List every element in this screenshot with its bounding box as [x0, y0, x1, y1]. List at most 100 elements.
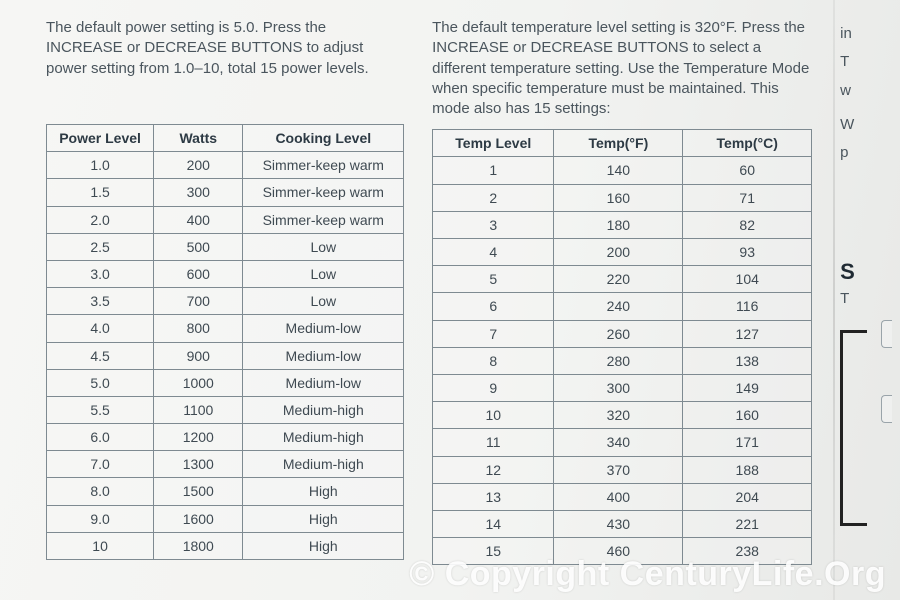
table-cell: Simmer-keep warm	[243, 152, 404, 179]
table-cell: 5.0	[47, 369, 154, 396]
table-cell: 3	[433, 211, 554, 238]
table-cell: 12	[433, 456, 554, 483]
table-cell: 220	[554, 266, 683, 293]
cutoff-box	[840, 330, 867, 526]
table-cell: Medium-high	[243, 451, 404, 478]
table-cell: 104	[683, 266, 812, 293]
table-row: 1.0200Simmer-keep warm	[47, 152, 404, 179]
col-cooking-level: Cooking Level	[243, 125, 404, 152]
table-cell: 221	[683, 510, 812, 537]
table-cell: 7.0	[47, 451, 154, 478]
table-cell: 2.0	[47, 206, 154, 233]
table-cell: 4.0	[47, 315, 154, 342]
table-cell: 1000	[154, 369, 243, 396]
table-cell: High	[243, 532, 404, 559]
table-row: 3.0600Low	[47, 260, 404, 287]
temp-table: Temp Level Temp(°F) Temp(°C) 11406021607…	[432, 129, 812, 565]
table-cell: 140	[554, 157, 683, 184]
table-row: 420093	[433, 239, 812, 266]
power-intro: The default power setting is 5.0. Press …	[46, 18, 404, 114]
table-row: 13400204	[433, 483, 812, 510]
table-cell: Simmer-keep warm	[243, 206, 404, 233]
table-row: 9.01600High	[47, 505, 404, 532]
table-row: 14430221	[433, 510, 812, 537]
table-row: 2.0400Simmer-keep warm	[47, 206, 404, 233]
table-cell: 6	[433, 293, 554, 320]
staple-icon	[881, 395, 892, 423]
table-cell: 9	[433, 374, 554, 401]
table-cell: 1.5	[47, 179, 154, 206]
table-row: 10320160	[433, 402, 812, 429]
table-cell: 800	[154, 315, 243, 342]
table-row: 8280138	[433, 347, 812, 374]
table-cell: 200	[154, 152, 243, 179]
table-header-row: Temp Level Temp(°F) Temp(°C)	[433, 130, 812, 157]
cutoff-text: w	[840, 81, 870, 101]
table-cell: Simmer-keep warm	[243, 179, 404, 206]
table-row: 15460238	[433, 538, 812, 565]
table-cell: 160	[554, 184, 683, 211]
table-cell: 2	[433, 184, 554, 211]
manual-page: The default power setting is 5.0. Press …	[0, 0, 900, 600]
table-cell: 400	[154, 206, 243, 233]
table-cell: 138	[683, 347, 812, 374]
table-row: 318082	[433, 211, 812, 238]
table-cell: 460	[554, 538, 683, 565]
table-cell: 240	[554, 293, 683, 320]
table-cell: 1.0	[47, 152, 154, 179]
table-row: 101800High	[47, 532, 404, 559]
table-cell: High	[243, 505, 404, 532]
table-row: 5220104	[433, 266, 812, 293]
table-cell: 6.0	[47, 424, 154, 451]
table-row: 12370188	[433, 456, 812, 483]
table-row: 1.5300Simmer-keep warm	[47, 179, 404, 206]
table-cell: 82	[683, 211, 812, 238]
table-cell: 1300	[154, 451, 243, 478]
table-row: 7260127	[433, 320, 812, 347]
table-cell: 60	[683, 157, 812, 184]
table-cell: 180	[554, 211, 683, 238]
table-cell: 14	[433, 510, 554, 537]
table-cell: 5.5	[47, 396, 154, 423]
table-cell: 280	[554, 347, 683, 374]
table-cell: 238	[683, 538, 812, 565]
table-row: 216071	[433, 184, 812, 211]
col-power-level: Power Level	[47, 125, 154, 152]
table-row: 4.5900Medium-low	[47, 342, 404, 369]
page-fold	[833, 0, 835, 600]
table-cell: 127	[683, 320, 812, 347]
col-temp-c: Temp(°C)	[683, 130, 812, 157]
table-row: 4.0800Medium-low	[47, 315, 404, 342]
power-table: Power Level Watts Cooking Level 1.0200Si…	[46, 124, 404, 560]
cutoff-text: p	[840, 143, 870, 163]
table-cell: 3.5	[47, 288, 154, 315]
temp-table-body: 1140602160713180824200935220104624011672…	[433, 157, 812, 565]
table-row: 5.51100Medium-high	[47, 396, 404, 423]
table-cell: 1	[433, 157, 554, 184]
table-cell: 7	[433, 320, 554, 347]
cutoff-text: in	[840, 24, 870, 44]
cutoff-heading: S	[840, 259, 870, 285]
col-watts: Watts	[154, 125, 243, 152]
table-cell: 900	[154, 342, 243, 369]
table-cell: 300	[154, 179, 243, 206]
table-cell: 500	[154, 233, 243, 260]
table-row: 114060	[433, 157, 812, 184]
table-row: 2.5500Low	[47, 233, 404, 260]
table-cell: 600	[154, 260, 243, 287]
table-cell: 9.0	[47, 505, 154, 532]
right-column: The default temperature level setting is…	[432, 18, 812, 565]
table-cell: 5	[433, 266, 554, 293]
table-cell: Medium-high	[243, 424, 404, 451]
table-cell: 10	[47, 532, 154, 559]
col-temp-level: Temp Level	[433, 130, 554, 157]
staple-icon	[881, 320, 892, 348]
table-row: 3.5700Low	[47, 288, 404, 315]
table-cell: 1800	[154, 532, 243, 559]
cutoff-text: T	[840, 289, 870, 309]
cutoff-text: T	[840, 52, 870, 72]
table-cell: 370	[554, 456, 683, 483]
table-cell: 4	[433, 239, 554, 266]
table-cell: 149	[683, 374, 812, 401]
table-cell: 3.0	[47, 260, 154, 287]
